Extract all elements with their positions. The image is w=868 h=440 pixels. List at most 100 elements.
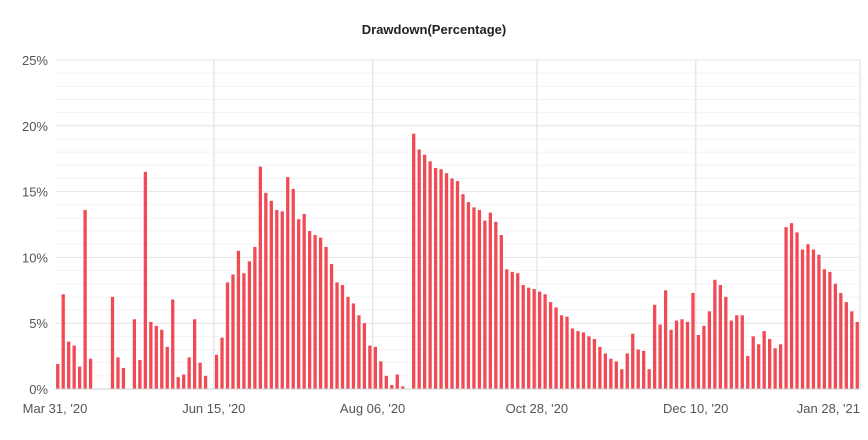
y-tick-label: 10% [22, 250, 48, 265]
drawdown-bar [680, 319, 684, 389]
drawdown-bar [154, 325, 158, 389]
drawdown-bar [362, 323, 367, 389]
drawdown-bar [165, 346, 169, 389]
drawdown-bar [855, 321, 859, 389]
x-tick-label: Mar 31, '20 [23, 401, 88, 416]
drawdown-bar [461, 194, 465, 389]
drawdown-bar [390, 385, 394, 389]
drawdown-bar [423, 154, 427, 389]
drawdown-bar [466, 202, 471, 389]
drawdown-bar [746, 356, 750, 389]
drawdown-bar [609, 358, 613, 389]
drawdown-bar [132, 319, 137, 389]
drawdown-bar [642, 350, 646, 389]
drawdown-bar [280, 211, 284, 389]
drawdown-bar [286, 177, 290, 389]
drawdown-bar [225, 282, 230, 389]
drawdown-bar [450, 178, 454, 389]
drawdown-bar [346, 296, 350, 389]
drawdown-bar [433, 167, 438, 389]
drawdown-bar [631, 333, 635, 389]
drawdown-bar [149, 321, 153, 389]
drawdown-bar [182, 374, 186, 389]
drawdown-bar [340, 285, 345, 389]
drawdown-bar [603, 353, 607, 389]
drawdown-bar [253, 246, 257, 389]
y-tick-label: 15% [22, 185, 48, 200]
x-tick-label: Jun 15, '20 [182, 401, 245, 416]
drawdown-bar [193, 319, 197, 389]
drawdown-bar [570, 328, 575, 389]
drawdown-bar [83, 210, 87, 389]
drawdown-bar [614, 361, 618, 389]
drawdown-bar [264, 192, 268, 389]
drawdown-bar [439, 169, 443, 389]
drawdown-bar [231, 274, 235, 389]
bar-series [56, 133, 859, 389]
drawdown-bar [554, 307, 558, 389]
drawdown-bar [318, 237, 323, 389]
drawdown-bar [811, 249, 816, 389]
drawdown-bar [729, 320, 733, 389]
drawdown-bar [713, 279, 717, 389]
drawdown-bar [428, 161, 432, 389]
drawdown-bar [61, 294, 65, 389]
drawdown-bar [455, 181, 460, 389]
drawdown-bar [724, 296, 728, 389]
drawdown-bar [247, 261, 252, 389]
drawdown-bar [505, 269, 509, 389]
drawdown-bar [269, 200, 273, 389]
drawdown-bar [313, 235, 317, 389]
drawdown-bar [691, 292, 695, 389]
drawdown-bar [472, 207, 476, 389]
drawdown-bar [242, 273, 246, 389]
x-tick-label: Oct 28, '20 [506, 401, 568, 416]
drawdown-bar [532, 288, 536, 389]
drawdown-bar [214, 354, 219, 389]
drawdown-bar [203, 375, 208, 389]
drawdown-bar [324, 246, 328, 389]
drawdown-bar [401, 386, 405, 389]
drawdown-bar [78, 366, 82, 389]
drawdown-bar [477, 210, 482, 389]
drawdown-bar [236, 250, 241, 389]
y-tick-label: 0% [29, 382, 48, 397]
drawdown-bar [696, 335, 701, 389]
drawdown-bar [516, 273, 520, 389]
drawdown-bar [538, 291, 542, 389]
drawdown-bar [373, 346, 377, 389]
x-tick-label: Jan 28, '21 [797, 401, 860, 416]
drawdown-bar [735, 315, 739, 389]
drawdown-bar [795, 232, 799, 389]
drawdown-bar [417, 149, 421, 389]
drawdown-bar [275, 210, 279, 389]
drawdown-bar [302, 213, 306, 389]
drawdown-bar [768, 338, 772, 389]
drawdown-bar [67, 341, 71, 389]
drawdown-bar [121, 367, 126, 389]
drawdown-bar [176, 377, 180, 389]
drawdown-bar [598, 346, 602, 389]
drawdown-bar [384, 375, 388, 389]
drawdown-bar [187, 357, 191, 389]
chart-title: Drawdown(Percentage) [361, 22, 507, 37]
drawdown-bar [707, 311, 712, 389]
drawdown-bar [488, 212, 492, 389]
drawdown-bar [778, 344, 783, 389]
drawdown-bar [620, 369, 624, 389]
drawdown-bar [220, 337, 224, 389]
drawdown-bar [110, 296, 115, 389]
drawdown-bar [702, 325, 706, 389]
drawdown-bar [494, 221, 498, 389]
drawdown-bar [751, 336, 755, 389]
drawdown-bar [521, 285, 525, 389]
drawdown-bar [718, 285, 722, 389]
drawdown-bar [395, 374, 399, 389]
drawdown-bar [258, 166, 262, 389]
drawdown-bar [143, 171, 147, 389]
drawdown-bar [171, 299, 175, 389]
drawdown-bar [828, 271, 832, 389]
drawdown-bar [740, 315, 744, 389]
drawdown-bar [116, 357, 120, 389]
